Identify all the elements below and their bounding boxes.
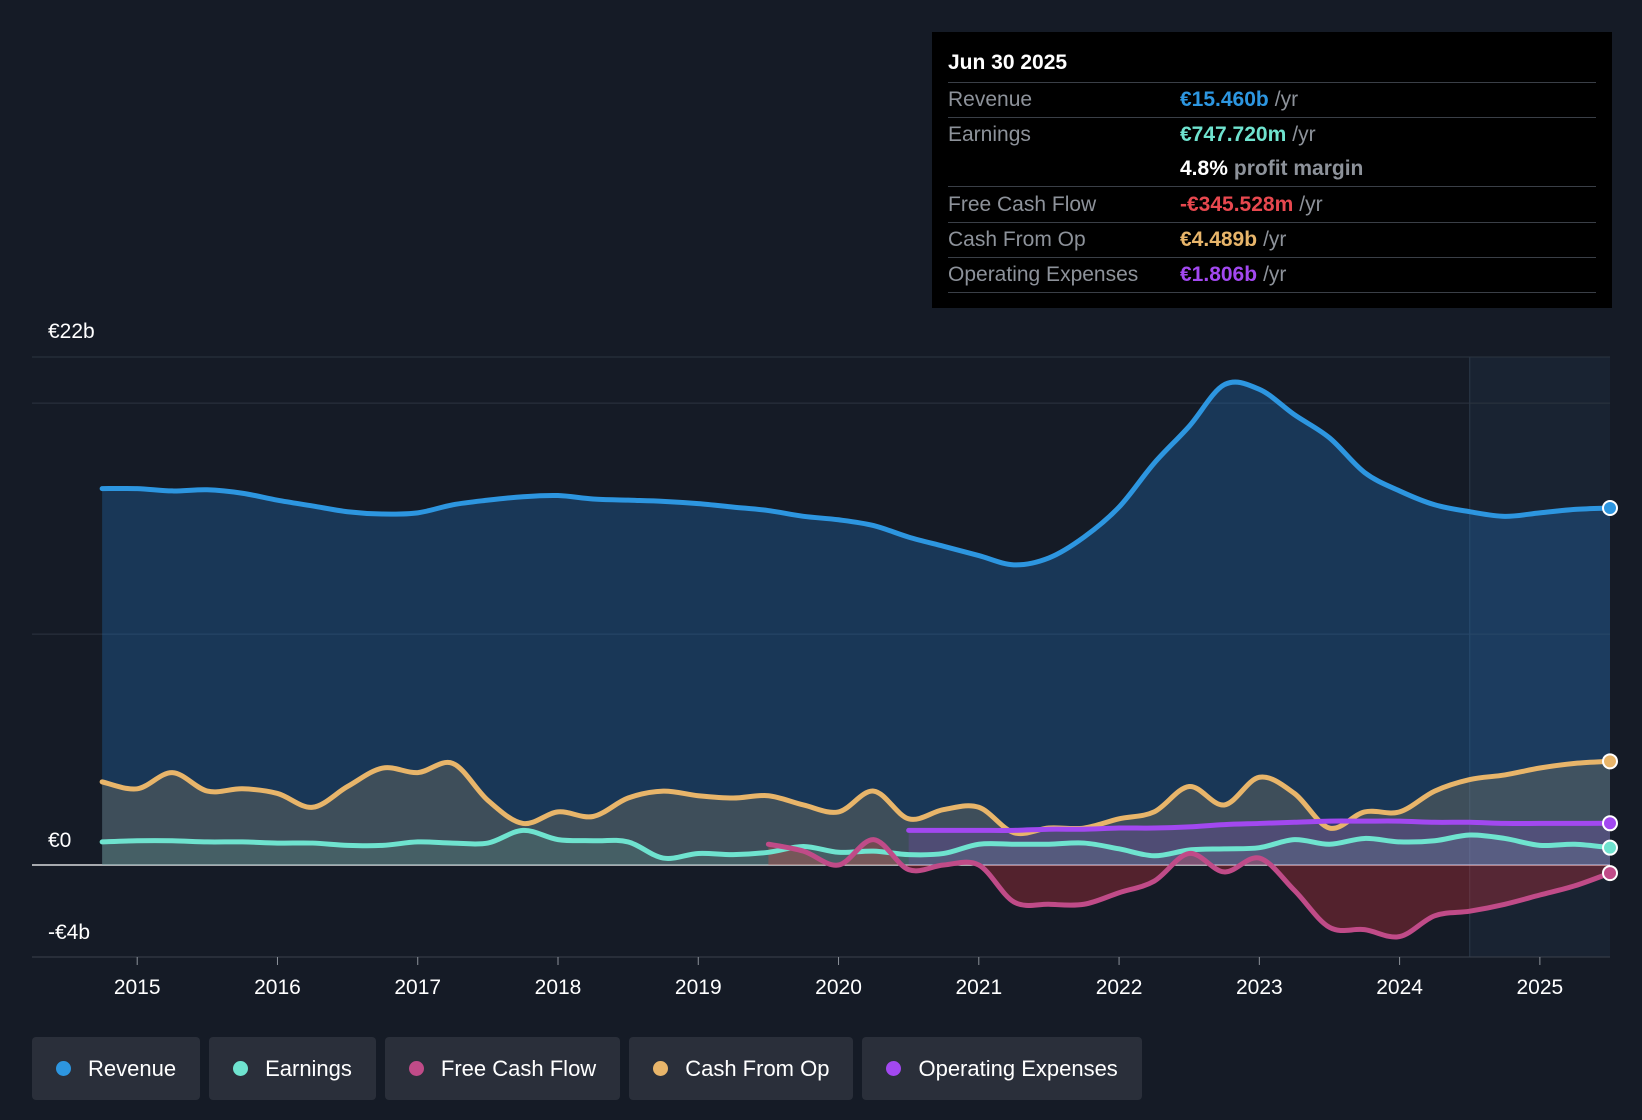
x-tick-label: 2020: [815, 976, 862, 999]
tooltip-value: €1.806b: [1180, 263, 1258, 286]
y-axis-label-zero: €0: [48, 829, 72, 852]
tooltip-label: Revenue: [948, 88, 1033, 111]
series-lines: [99, 379, 1613, 940]
endpoint-revenue: [1602, 500, 1618, 517]
y-axis-label-bottom: -€4b: [48, 921, 91, 944]
endpoint-operating-expenses: [1602, 815, 1618, 832]
x-axis: 2015 2016 2017 2018 2019 2020 2021 2022 2023 2024…: [114, 957, 1563, 999]
line-cash-from-op: [99, 758, 1613, 837]
tooltip-row-opex: Operating Expenses €1.806b /yr: [948, 257, 1596, 293]
y-axis-label-top: €22b: [48, 320, 95, 343]
tooltip-value: €15.460b: [1180, 88, 1269, 111]
legend-label: Free Cash Flow: [440, 1055, 597, 1081]
x-tick-label: 2019: [675, 976, 722, 999]
endpoint-earnings: [1602, 839, 1618, 856]
tooltip-unit: /yr: [1292, 123, 1316, 146]
legend-dot-icon: [653, 1061, 669, 1076]
legend-label: Operating Expenses: [918, 1055, 1118, 1081]
tooltip-row-revenue: Revenue €15.460b /yr: [948, 82, 1596, 117]
tooltip-row-earnings: Earnings €747.720m /yr: [948, 117, 1596, 152]
forecast-shade: [1469, 357, 1610, 957]
legend-item-cash-from-op[interactable]: Cash From Op: [629, 1037, 854, 1100]
tooltip-value: €4.489b: [1180, 228, 1258, 251]
tooltip-unit: profit margin: [1233, 157, 1364, 180]
area-free-cash-flow: [768, 839, 1610, 938]
area-cash-from-op: [102, 761, 1611, 865]
line-operating-expenses: [906, 818, 1613, 833]
tooltip-label: Free Cash Flow: [948, 192, 1097, 216]
endpoint-free-cash-flow: [1602, 865, 1618, 882]
x-tick-label: 2023: [1236, 976, 1283, 999]
tooltip-value: 4.8%: [1180, 157, 1228, 180]
tooltip-row-margin: 4.8% profit margin: [948, 152, 1596, 186]
line-free-cash-flow: [765, 837, 1613, 940]
tooltip-row-cfo: Cash From Op €4.489b /yr: [948, 222, 1596, 257]
legend-dot-icon: [886, 1061, 902, 1076]
tooltip-date: Jun 30 2025: [948, 51, 1068, 74]
x-tick-label: 2017: [394, 976, 441, 999]
x-tick-label: 2018: [535, 976, 582, 999]
area-operating-expenses: [908, 821, 1610, 865]
tooltip-label: Cash From Op: [948, 228, 1086, 251]
line-revenue: [99, 379, 1613, 568]
tooltip-unit: /yr: [1263, 228, 1287, 251]
area-earnings: [102, 830, 1611, 865]
legend-label: Earnings: [265, 1055, 352, 1081]
tooltip-unit: /yr: [1274, 88, 1299, 111]
endpoint-cash-from-op: [1602, 753, 1618, 770]
legend-item-operating-expenses[interactable]: Operating Expenses: [862, 1037, 1142, 1100]
tooltip-label: Earnings: [948, 123, 1031, 146]
legend-dot-icon: [408, 1061, 424, 1076]
tooltip-panel: Jun 30 2025 Revenue €15.460b /yr Earning…: [932, 32, 1612, 308]
x-tick-label: 2025: [1517, 976, 1564, 999]
legend-item-free-cash-flow[interactable]: Free Cash Flow: [384, 1037, 621, 1100]
legend-dot-icon: [56, 1061, 71, 1076]
x-tick-label: 2015: [114, 976, 161, 999]
legend-item-revenue[interactable]: Revenue: [32, 1037, 201, 1100]
tooltip-value: €747.720m: [1180, 123, 1287, 146]
legend-item-earnings[interactable]: Earnings: [209, 1037, 376, 1100]
tooltip-unit: /yr: [1263, 263, 1287, 286]
tooltip-row-fcf: Free Cash Flow -€345.528m /yr: [948, 186, 1596, 222]
x-tick-label: 2022: [1096, 976, 1143, 999]
series-endpoints: [1602, 500, 1618, 882]
legend: Revenue Earnings Free Cash Flow Cash Fro…: [32, 1037, 1142, 1100]
area-revenue: [102, 382, 1611, 865]
x-tick-label: 2024: [1376, 976, 1423, 999]
tooltip-unit: /yr: [1299, 192, 1323, 216]
legend-dot-icon: [233, 1061, 249, 1076]
tooltip-label: Operating Expenses: [948, 263, 1139, 286]
tooltip-value: -€345.528m: [1180, 192, 1294, 216]
legend-label: Cash From Op: [685, 1055, 830, 1081]
legend-label: Revenue: [88, 1055, 177, 1081]
x-tick-label: 2021: [955, 976, 1002, 999]
x-tick-label: 2016: [254, 976, 301, 999]
gridlines: [32, 356, 1610, 958]
